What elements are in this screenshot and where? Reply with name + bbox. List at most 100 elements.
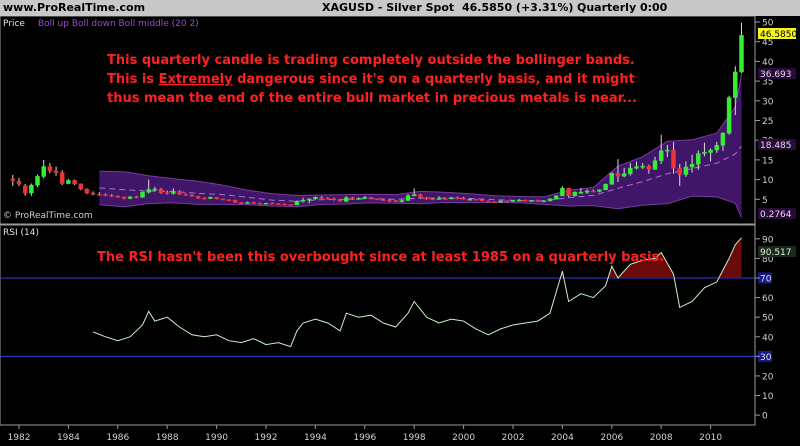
candle-body [208,197,213,199]
site-label[interactable]: www.ProRealTime.com [3,1,146,14]
candle-body [189,194,195,197]
candle-body [665,149,670,152]
candle-body [609,173,615,185]
bollinger-middle [99,145,742,202]
candle-body [523,199,528,202]
time-tick-label: 2004 [551,433,574,443]
candle-body [584,190,590,193]
rsi-axis: 0 10 20 40 50 60 80 90 [755,235,774,422]
candle-body [183,193,188,196]
candle-body [232,199,238,203]
candle-body [621,173,627,177]
candle-body [634,166,639,169]
price-tick-label: 25 [762,117,773,127]
rsi-tick-label: 0 [762,412,768,422]
candle-body [121,196,127,199]
overbought-fill [560,237,742,278]
candle-body [696,153,701,165]
annotation-line-2: This is Extremely dangerous since it's o… [107,72,635,87]
candle-body [566,188,571,197]
candle-body [560,188,565,197]
candle-body [22,185,28,194]
price-tick-label: 15 [762,156,773,166]
candle-body [547,198,553,202]
candle-body [387,199,392,202]
candle-body [220,198,226,201]
bollinger-legend: Boll up Boll down Boll middle (20 2) [38,19,199,29]
candle-body [263,202,269,205]
price-panel: Price Boll up Boll down Boll middle (20 … [0,16,797,225]
rsi-tick-label: 60 [762,294,774,304]
candle-body [424,197,429,200]
price-annotation: This quarterly candle is trading complet… [107,53,637,106]
candle-body [430,198,435,201]
candle-body [288,204,293,206]
boll-middle-tag-text: 18.485 [760,141,792,151]
price-tick-label: 10 [762,176,774,186]
watermark: © ProRealTime.com [3,211,93,221]
price-tick-label: 45 [762,38,773,48]
candle-body [41,166,46,177]
price-value-tags: 46.5850 36.693 18.485 0.2764 [758,28,797,220]
candle-body [319,197,324,199]
candle-body [739,35,744,73]
boll-up-tag-text: 36.693 [760,70,792,80]
time-tick-label: 2006 [600,433,623,443]
time-axis: 1982 1984 1986 1988 1990 1992 1994 1996 1998 2000… [0,424,755,443]
candle-body [714,145,720,151]
candle-body [239,202,244,204]
rsi-value-tag [758,246,796,257]
candle-body [134,196,139,199]
last-price-tag [758,28,796,39]
candle-body [97,193,102,196]
candle-body [140,191,145,198]
candle-body [257,202,263,205]
last-price-tag-text: 46.5850 [760,30,797,40]
candle-body [313,197,318,200]
bollinger-lower [99,195,742,219]
rsi-level-tag-text: 30 [760,353,772,363]
candle-body [47,166,53,172]
candle-body [726,97,732,134]
candle-body [683,166,689,175]
candle-body [504,200,510,203]
candle-body [591,190,596,193]
candle-body [436,198,442,200]
candle-body [202,197,207,200]
candle-body [344,197,349,202]
candle-body [16,180,22,185]
boll-down-tag [758,208,796,219]
rsi-tick-label: 80 [762,255,774,265]
candle-body [658,150,664,161]
rsi-tick-label: 90 [762,235,774,245]
candle-body [615,173,621,177]
candle-body [251,202,256,204]
candle-body [492,201,497,203]
time-tick-label: 1982 [8,433,31,443]
time-tick-label: 1984 [57,433,80,443]
time-tick-label: 1988 [156,433,179,443]
candle-body [652,160,658,170]
candle-body [115,195,121,198]
boll-down-tag-text: 0.2764 [760,210,792,220]
time-tick-label: 2010 [699,433,722,443]
time-tick-label: 2008 [650,433,673,443]
candle-body [10,178,16,181]
candle-body [103,194,108,196]
candle-body [708,149,713,153]
candle-body [405,195,411,201]
candle-body [214,197,219,200]
candle-body [449,197,454,200]
candle-body [689,163,695,168]
candle-body [578,191,584,194]
time-tick-label: 1998 [403,433,426,443]
candle-body [671,149,676,169]
rsi-tick-label: 20 [762,372,774,382]
candle-body [461,197,466,200]
time-tick-label: 1996 [353,433,376,443]
candle-body [171,191,176,194]
candle-body [306,198,312,201]
candle-body [331,198,337,200]
period-label: Quarterly 0:00 [577,1,668,14]
price-tick-label: 40 [762,58,774,68]
